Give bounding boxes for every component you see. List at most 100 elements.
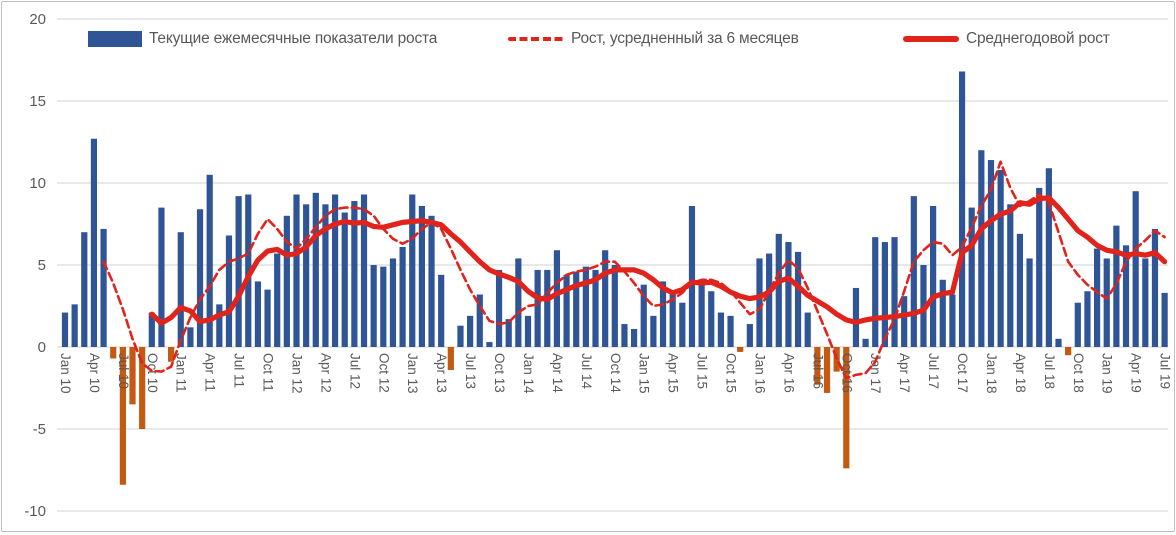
bar-positive bbox=[409, 194, 416, 347]
bar-positive bbox=[544, 269, 551, 347]
bar-positive bbox=[254, 281, 262, 347]
y-axis-tick-label: 5 bbox=[38, 257, 46, 274]
legend-item-annual-growth: Среднегодовой рост bbox=[903, 29, 1110, 49]
bar-positive bbox=[862, 338, 869, 347]
bar-positive bbox=[891, 237, 898, 347]
dashed-line-swatch-icon bbox=[508, 36, 564, 42]
y-axis-tick-label: 10 bbox=[29, 175, 46, 192]
y-axis-tick-label: 15 bbox=[29, 93, 46, 110]
y-axis-tick-label: -5 bbox=[33, 421, 46, 438]
bar-positive bbox=[1103, 258, 1110, 347]
x-axis-tick-label: Jan 16 bbox=[752, 353, 767, 394]
bar-positive bbox=[351, 201, 358, 347]
x-axis-tick-label: Jan 17 bbox=[868, 353, 883, 394]
bar-positive bbox=[640, 284, 647, 347]
bar-positive bbox=[341, 212, 348, 347]
x-axis-tick-label: Oct 10 bbox=[145, 353, 160, 393]
bar-positive bbox=[553, 250, 561, 347]
bar-positive bbox=[158, 207, 165, 347]
legend-label-6m-average: Рост, усредненный за 6 месяцев bbox=[571, 30, 799, 47]
bar-positive bbox=[1151, 228, 1159, 347]
bar-positive bbox=[331, 194, 339, 347]
y-axis-tick-label: 20 bbox=[29, 11, 46, 28]
x-axis-tick-label: Jan 12 bbox=[289, 353, 304, 394]
bar-positive bbox=[428, 215, 435, 347]
x-axis-tick-label: Oct 16 bbox=[839, 353, 854, 393]
bar-positive bbox=[245, 194, 252, 347]
x-axis-tick-label: Oct 15 bbox=[724, 353, 739, 393]
bar-positive bbox=[1074, 302, 1081, 347]
x-axis-tick-label: Apr 14 bbox=[550, 353, 565, 393]
x-axis-tick-label: Apr 18 bbox=[1013, 353, 1028, 393]
bar-positive bbox=[756, 258, 763, 347]
x-axis-tick-label: Oct 11 bbox=[261, 353, 276, 392]
bar-negative bbox=[119, 347, 126, 485]
x-axis-tick-label: Jan 15 bbox=[637, 353, 652, 394]
bar-positive bbox=[650, 315, 657, 347]
x-axis-tick-label: Jul 17 bbox=[926, 353, 941, 389]
x-axis-tick-label: Jul 18 bbox=[1042, 353, 1057, 389]
bar-positive bbox=[1007, 204, 1014, 347]
x-axis-tick-label: Jul 11 bbox=[232, 353, 247, 388]
bar-positive bbox=[1093, 248, 1101, 347]
bar-positive bbox=[467, 315, 474, 347]
x-axis-tick-label: Apr 11 bbox=[203, 353, 218, 392]
bar-positive bbox=[708, 291, 715, 347]
bar-positive bbox=[293, 194, 300, 347]
x-axis-tick-label: Apr 19 bbox=[1129, 353, 1144, 393]
bar-positive bbox=[389, 258, 397, 347]
bar-positive bbox=[524, 315, 532, 347]
x-axis-tick-label: Oct 14 bbox=[608, 353, 623, 393]
bar-positive bbox=[495, 269, 503, 347]
bar-negative bbox=[737, 347, 744, 352]
bar-positive bbox=[901, 296, 908, 347]
bar-positive bbox=[90, 138, 98, 347]
bar-positive bbox=[968, 207, 975, 347]
bar-positive bbox=[1084, 291, 1091, 347]
bar-negative bbox=[814, 347, 821, 385]
bar-positive bbox=[322, 204, 329, 347]
bar-positive bbox=[187, 327, 194, 347]
x-axis-tick-label: Apr 15 bbox=[666, 353, 681, 393]
bar-positive bbox=[225, 235, 233, 347]
bar-positive bbox=[669, 291, 676, 347]
bar-positive bbox=[418, 205, 425, 347]
thick-line-swatch-icon bbox=[903, 36, 959, 42]
x-axis-tick-label: Oct 13 bbox=[492, 353, 507, 393]
x-axis-tick-label: Apr 16 bbox=[781, 353, 796, 393]
bar-positive bbox=[1016, 233, 1024, 347]
x-axis-tick-label: Jul 12 bbox=[347, 353, 362, 389]
legend-item-6m-average: Рост, усредненный за 6 месяцев bbox=[508, 29, 799, 49]
bar-positive bbox=[852, 287, 860, 347]
x-axis-tick-label: Jan 10 bbox=[58, 353, 73, 394]
bar-positive bbox=[81, 232, 88, 347]
bar-positive bbox=[930, 205, 937, 347]
x-axis-tick-label: Jul 13 bbox=[463, 353, 478, 389]
x-axis-tick-label: Jul 16 bbox=[810, 353, 825, 389]
bar-positive bbox=[997, 169, 1004, 347]
bar-positive bbox=[177, 232, 184, 347]
bar-positive bbox=[804, 312, 811, 347]
bar-positive bbox=[881, 242, 888, 347]
bar-positive bbox=[766, 253, 773, 347]
bar-negative bbox=[168, 347, 175, 362]
bar-positive bbox=[1026, 258, 1033, 347]
legend-item-monthly-bars: Текущие ежемесячные показатели роста bbox=[88, 29, 437, 49]
bar-positive bbox=[476, 294, 483, 347]
bar-negative bbox=[823, 347, 831, 393]
bar-positive bbox=[380, 266, 387, 347]
x-axis-tick-label: Apr 13 bbox=[434, 353, 449, 393]
bar-positive bbox=[274, 253, 281, 347]
bar-positive bbox=[399, 246, 406, 347]
bar-positive bbox=[775, 233, 782, 347]
x-axis-tick-label: Jul 10 bbox=[116, 353, 131, 389]
x-axis-tick-label: Jul 19 bbox=[1158, 353, 1173, 389]
x-axis-tick-label: Apr 10 bbox=[87, 353, 102, 393]
bar-positive bbox=[534, 269, 541, 347]
bar-positive bbox=[621, 324, 628, 347]
bar-positive bbox=[679, 302, 686, 347]
bar-positive bbox=[582, 266, 589, 347]
bar-positive bbox=[283, 215, 290, 347]
bar-negative bbox=[129, 347, 136, 405]
